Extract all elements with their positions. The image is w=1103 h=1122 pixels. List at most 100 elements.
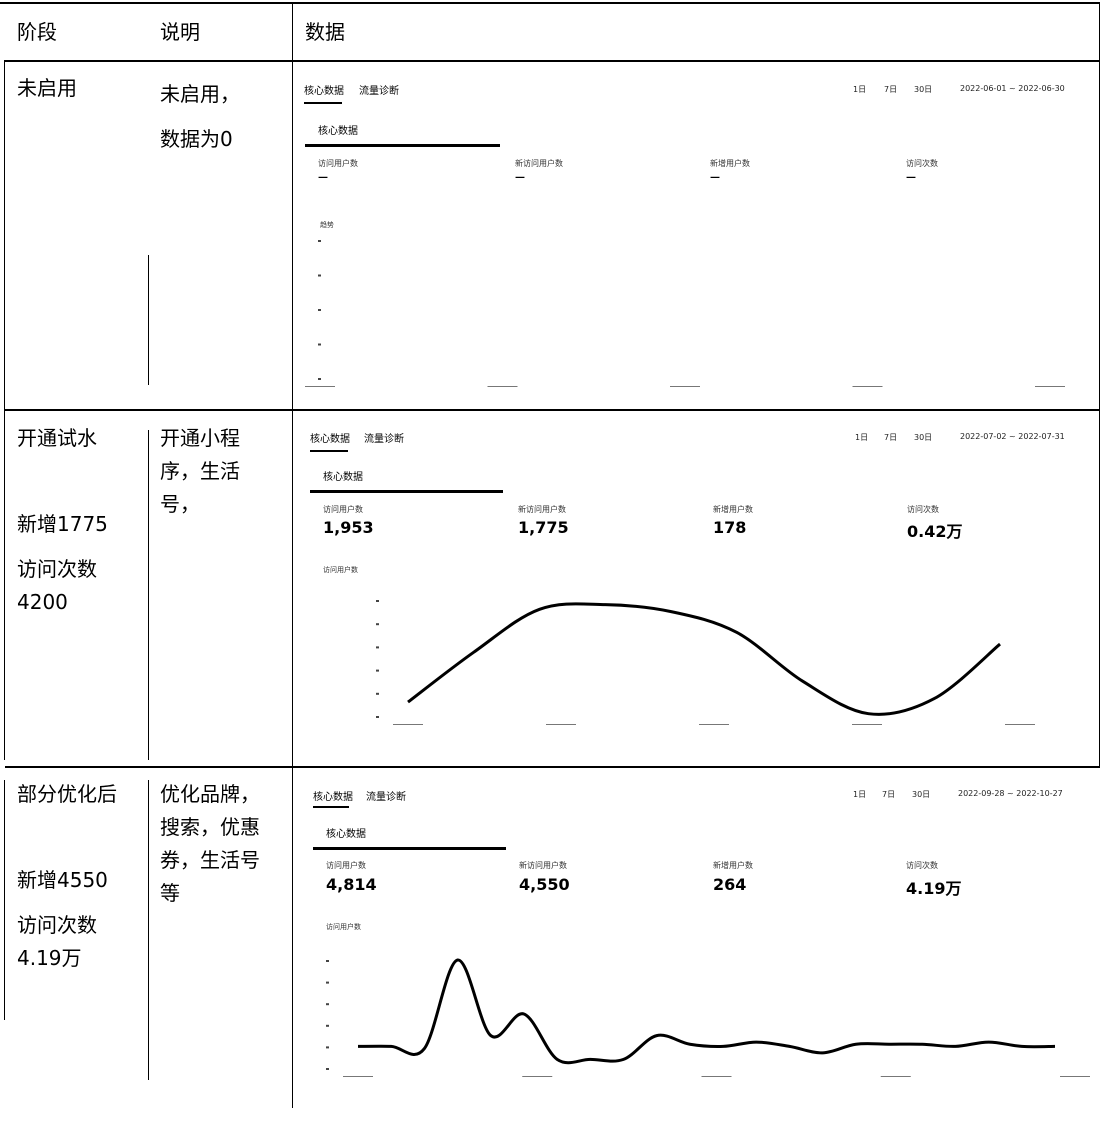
- desc-line: 搜索，优惠: [160, 815, 260, 839]
- header-stage: 阶段: [17, 20, 57, 44]
- col1-col2-divider: [148, 430, 149, 760]
- range-1-day[interactable]: 1日: [853, 790, 867, 799]
- metric-value: 4.19万: [906, 879, 962, 898]
- desc-line: 数据为0: [160, 127, 233, 151]
- tab-traffic-diagnosis[interactable]: 流量诊断: [359, 86, 399, 97]
- date-range[interactable]: 2022-07-02 ~ 2022-07-31: [960, 432, 1065, 441]
- x-tick: [701, 1076, 732, 1077]
- y-tick: [376, 716, 379, 718]
- chart-legend: 访问用户数: [326, 923, 361, 931]
- metric-label: 访问用户数: [326, 861, 366, 870]
- y-tick: [376, 692, 379, 695]
- metric-label: 新增用户数: [713, 861, 753, 870]
- x-tick: [487, 386, 518, 387]
- desc-line: 未启用，: [160, 82, 240, 106]
- y-tick: [326, 1003, 329, 1006]
- metric-label: 访问用户数: [323, 505, 363, 514]
- header-bottom-border: [5, 60, 1100, 62]
- stage-line: 4.19万: [17, 946, 82, 970]
- metric-label: 新访问用户数: [519, 861, 567, 870]
- sub-tab-core-data: 核心数据: [326, 829, 366, 840]
- metric-label: 访问次数: [907, 505, 939, 514]
- tab-core-data[interactable]: 核心数据: [313, 792, 353, 803]
- col1-col2-divider: [148, 780, 149, 1080]
- tab-traffic-diagnosis[interactable]: 流量诊断: [364, 434, 404, 445]
- table-top-border: [0, 2, 1100, 4]
- y-tick: [326, 981, 329, 984]
- range-7-day[interactable]: 7日: [884, 433, 898, 442]
- y-tick: [326, 1068, 329, 1070]
- tab-active-underline: [310, 450, 348, 452]
- desc-line: 号，: [160, 492, 200, 516]
- metric-value: 4,550: [519, 875, 570, 894]
- series-line: [357, 958, 1056, 1065]
- row2-description: 开通小程 序，生活 号，: [160, 422, 240, 521]
- table-right-border: [1099, 4, 1100, 766]
- stage-line: 部分优化后: [17, 782, 117, 806]
- range-30-day[interactable]: 30日: [914, 433, 933, 442]
- date-range[interactable]: 2022-06-01 ~ 2022-06-30: [960, 84, 1065, 93]
- metric-label: 访问次数: [906, 861, 938, 870]
- tab-active-underline: [304, 102, 342, 104]
- stage-line: 新增4550: [17, 868, 108, 892]
- y-tick: [318, 378, 321, 380]
- row1-stage: 未启用: [17, 72, 77, 105]
- y-tick: [326, 1024, 329, 1027]
- metric-value: 1,953: [323, 518, 374, 537]
- stage-line: 访问次数: [17, 913, 97, 937]
- x-tick: [670, 386, 700, 387]
- x-tick: [699, 724, 729, 725]
- desc-line: 序，生活: [160, 459, 240, 483]
- metric-label: 新访问用户数: [518, 505, 566, 514]
- tab-active-underline: [313, 806, 349, 808]
- y-tick: [376, 646, 379, 649]
- stage-line: 访问次数: [17, 557, 97, 581]
- stage-line: 新增1775: [17, 512, 108, 536]
- header-description: 说明: [160, 20, 200, 44]
- table-left-border: [4, 780, 5, 1020]
- metric-label: 访问次数: [906, 159, 938, 168]
- range-30-day[interactable]: 30日: [914, 85, 933, 94]
- chart-legend: 访问用户数: [323, 566, 358, 574]
- x-tick: [343, 1076, 373, 1077]
- series-line: [407, 602, 1001, 716]
- range-7-day[interactable]: 7日: [884, 85, 898, 94]
- date-range[interactable]: 2022-09-28 ~ 2022-10-27: [958, 789, 1063, 798]
- row2-bottom-border: [5, 766, 1100, 768]
- row3-stage: 部分优化后 新增4550 访问次数 4.19万: [17, 778, 117, 975]
- tab-core-data[interactable]: 核心数据: [304, 86, 344, 97]
- sub-tab-core-data: 核心数据: [318, 126, 358, 137]
- desc-line: 等: [160, 881, 180, 905]
- row1-bottom-border: [5, 409, 1100, 411]
- range-7-day[interactable]: 7日: [882, 790, 896, 799]
- metric-label: 新增用户数: [713, 505, 753, 514]
- col2-col3-divider: [292, 4, 293, 1108]
- metric-value: —: [906, 172, 916, 183]
- sub-tab-underline: [313, 847, 506, 850]
- tab-traffic-diagnosis[interactable]: 流量诊断: [366, 792, 406, 803]
- y-tick: [376, 669, 379, 672]
- x-tick: [852, 724, 882, 725]
- stage-line: 开通试水: [17, 426, 97, 450]
- stage-line: 未启用: [17, 76, 77, 100]
- y-tick: [326, 960, 329, 962]
- metric-value: 178: [713, 518, 747, 537]
- range-30-day[interactable]: 30日: [912, 790, 931, 799]
- x-tick: [1005, 724, 1035, 725]
- range-1-day[interactable]: 1日: [853, 85, 867, 94]
- header-data: 数据: [305, 20, 345, 44]
- row3-description: 优化品牌， 搜索，优惠 券，生活号 等: [160, 778, 260, 910]
- y-tick: [326, 1046, 329, 1049]
- stage-line: 4200: [17, 590, 68, 614]
- x-tick: [1060, 1076, 1090, 1077]
- tab-core-data[interactable]: 核心数据: [310, 434, 350, 445]
- x-tick: [880, 1076, 911, 1077]
- metric-value: —: [515, 172, 525, 183]
- range-1-day[interactable]: 1日: [855, 433, 869, 442]
- x-tick: [393, 724, 423, 725]
- y-tick: [318, 343, 321, 346]
- metric-label: 新访问用户数: [515, 159, 563, 168]
- desc-line: 开通小程: [160, 426, 240, 450]
- row1-description: 未启用， 数据为0: [160, 72, 240, 162]
